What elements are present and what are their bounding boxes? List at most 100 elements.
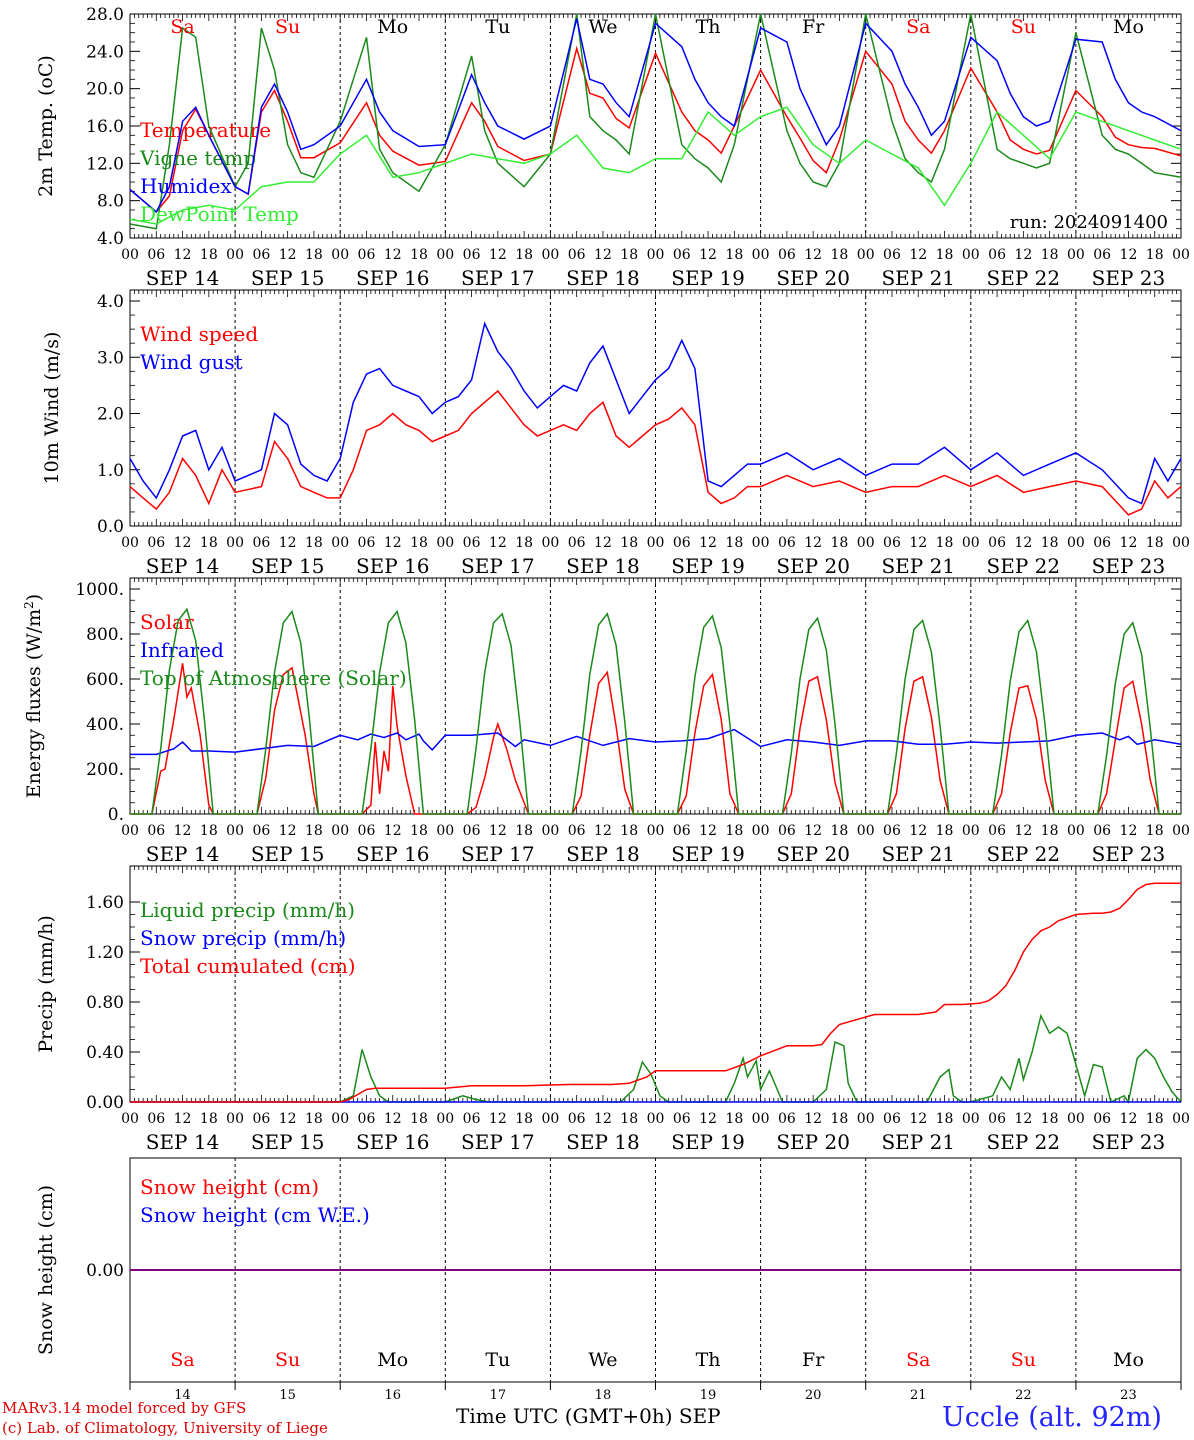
weekday-label-top: Sa	[906, 16, 930, 38]
day-number-label: 23	[1120, 1388, 1137, 1403]
date-label: SEP 21	[881, 842, 955, 866]
date-label: SEP 16	[356, 266, 430, 290]
day-number-label: 20	[805, 1388, 822, 1403]
hour-tick-label: 12	[804, 247, 822, 263]
hour-tick-label: 00	[331, 247, 349, 263]
y-tick-label: 2.0	[97, 405, 124, 425]
y-axis-title: 2m Temp. (oC)	[35, 55, 57, 197]
date-label: SEP 15	[251, 842, 325, 866]
y-axis-title: Snow height (cm)	[35, 1185, 57, 1355]
date-label: SEP 17	[461, 842, 535, 866]
hour-tick-label: 12	[174, 823, 192, 839]
hour-tick-label: 18	[936, 247, 954, 263]
hour-tick-label: 12	[489, 535, 507, 551]
date-label: SEP 19	[671, 842, 745, 866]
hour-tick-label: 06	[147, 247, 165, 263]
hour-tick-label: 06	[463, 247, 481, 263]
date-label: SEP 17	[461, 266, 535, 290]
date-label: SEP 22	[987, 554, 1061, 578]
hour-tick-label: 18	[936, 1111, 954, 1127]
run-annotation: run: 2024091400	[1010, 212, 1168, 233]
date-label: SEP 22	[987, 842, 1061, 866]
hour-tick-label: 18	[1041, 247, 1059, 263]
hour-tick-label: 00	[1067, 247, 1085, 263]
hour-tick-label: 12	[1120, 535, 1138, 551]
y-tick-label: 28.0	[86, 5, 124, 25]
hour-tick-label: 18	[515, 823, 533, 839]
y-tick-label: 3.0	[97, 348, 124, 368]
hour-tick-label: 06	[778, 535, 796, 551]
day-number-label: 16	[384, 1388, 401, 1403]
y-tick-label: 0.40	[86, 1043, 124, 1063]
hour-tick-label: 06	[252, 1111, 270, 1127]
legend-entry: Snow height (cm W.E.)	[140, 1203, 370, 1227]
hour-tick-label: 12	[1120, 1111, 1138, 1127]
hour-tick-label: 06	[778, 823, 796, 839]
weekday-label-bottom: Tu	[485, 1349, 510, 1371]
date-label: SEP 23	[1092, 554, 1166, 578]
hour-tick-label: 18	[515, 1111, 533, 1127]
hour-tick-label: 06	[147, 823, 165, 839]
hour-tick-label: 00	[857, 535, 875, 551]
hour-tick-label: 18	[831, 823, 849, 839]
hour-tick-label: 00	[331, 535, 349, 551]
hour-tick-label: 06	[883, 247, 901, 263]
legend-entry: Solar	[140, 610, 194, 634]
hour-tick-label: 18	[1041, 1111, 1059, 1127]
hour-tick-label: 00	[436, 247, 454, 263]
hour-tick-label: 12	[699, 1111, 717, 1127]
hour-tick-label: 06	[358, 535, 376, 551]
y-tick-label: 1.20	[86, 943, 124, 963]
date-label: SEP 23	[1092, 842, 1166, 866]
y-tick-label: 0.00	[86, 1093, 124, 1113]
station-name: Uccle (alt. 92m)	[942, 1402, 1162, 1433]
hour-tick-label: 06	[252, 823, 270, 839]
y-tick-label: 20.0	[86, 80, 124, 100]
weekday-label-top: Sa	[170, 16, 194, 38]
date-label: SEP 21	[881, 266, 955, 290]
legend-entry: Top of Atmosphere (Solar)	[140, 666, 407, 690]
hour-tick-label: 12	[699, 535, 717, 551]
weekday-label-top: Fr	[802, 16, 825, 38]
hour-tick-label: 12	[594, 535, 612, 551]
hour-tick-label: 00	[647, 1111, 665, 1127]
hour-tick-label: 00	[541, 535, 559, 551]
date-label: SEP 23	[1092, 1130, 1166, 1154]
hour-tick-label: 12	[489, 247, 507, 263]
y-tick-label: 1.60	[86, 893, 124, 913]
date-label: SEP 19	[671, 554, 745, 578]
hour-tick-label: 00	[1172, 535, 1190, 551]
legend-entry: Liquid precip (mm/h)	[140, 898, 355, 922]
hour-tick-label: 12	[279, 535, 297, 551]
hour-tick-label: 06	[673, 1111, 691, 1127]
weekday-label-top: Th	[696, 16, 721, 38]
weekday-label-top: Su	[275, 16, 300, 38]
hour-tick-label: 12	[909, 247, 927, 263]
hour-tick-label: 18	[515, 535, 533, 551]
hour-tick-label: 18	[620, 823, 638, 839]
hour-tick-label: 18	[725, 535, 743, 551]
hour-tick-label: 12	[909, 823, 927, 839]
legend-entry: Wind speed	[140, 322, 258, 346]
weekday-label-bottom: Th	[696, 1349, 721, 1371]
hour-tick-label: 00	[752, 247, 770, 263]
date-label: SEP 22	[987, 1130, 1061, 1154]
hour-tick-label: 18	[305, 1111, 323, 1127]
hour-tick-label: 00	[647, 247, 665, 263]
series-line-total-cumulated-cm	[130, 882, 1181, 1103]
series-line-top-of-atmosphere-solar	[130, 607, 1181, 815]
hour-tick-label: 18	[1146, 247, 1164, 263]
date-label: SEP 14	[146, 554, 220, 578]
hour-tick-label: 06	[568, 1111, 586, 1127]
hour-tick-label: 06	[147, 535, 165, 551]
series-line-humidex	[129, 18, 1182, 214]
date-label: SEP 16	[356, 554, 430, 578]
y-tick-label: 0.00	[86, 1261, 124, 1281]
hour-tick-label: 00	[541, 1111, 559, 1127]
hour-tick-label: 18	[1146, 1111, 1164, 1127]
legend-entry: Infrared	[140, 638, 224, 662]
y-axis-title-superscript: 2	[22, 601, 36, 609]
hour-tick-label: 12	[594, 823, 612, 839]
hour-tick-label: 06	[147, 1111, 165, 1127]
hour-tick-label: 06	[568, 535, 586, 551]
